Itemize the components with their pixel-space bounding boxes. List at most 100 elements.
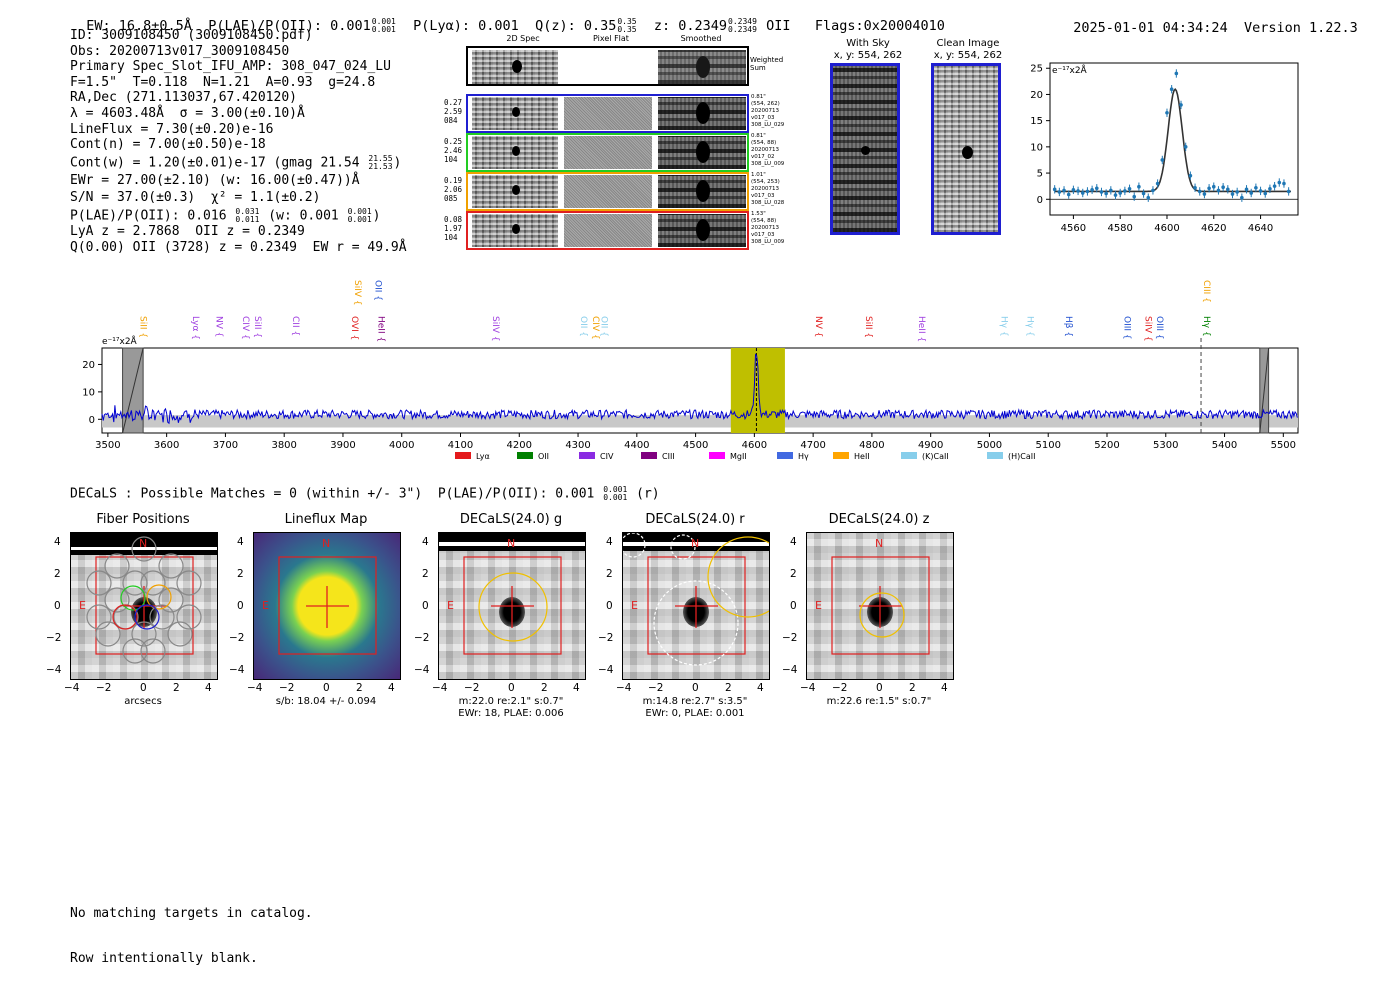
info-fit: F=1.5" T=0.118 N=1.21 A=0.93 g=24.8 bbox=[70, 74, 376, 90]
emission-line-label: OII { bbox=[578, 316, 588, 337]
data-point bbox=[1230, 192, 1235, 196]
panel-title: DECaLS(24.0) z bbox=[828, 512, 930, 527]
source-blob bbox=[512, 224, 520, 234]
east-label: E bbox=[262, 599, 269, 612]
x-tick-label: 4600 bbox=[742, 440, 767, 451]
cutout-row-stats: 0.27 2.59 084 bbox=[444, 98, 462, 125]
cutout-meta: (554, 253) bbox=[751, 179, 780, 185]
x-tick-label: 4900 bbox=[918, 440, 943, 451]
mask-hatch bbox=[1259, 347, 1270, 434]
qz-lo: 0.35 bbox=[617, 25, 637, 34]
data-point bbox=[1216, 188, 1221, 193]
north-label: N bbox=[507, 537, 516, 550]
legend-entry: CIV bbox=[579, 452, 614, 461]
plae-w-lo: 0.001 bbox=[347, 215, 372, 225]
data-point bbox=[1057, 190, 1062, 194]
emission-line-label: SiII { bbox=[137, 316, 147, 338]
panel-frame: N E bbox=[70, 532, 218, 680]
data-point bbox=[1137, 184, 1141, 189]
legend-label: CIII bbox=[662, 452, 675, 461]
x-tick: 2 bbox=[909, 682, 916, 694]
header-bar: EW: 16.8±0.5Å P(LAE)/P(OII): 0.001 0.001 0… bbox=[70, 2, 945, 35]
ew-value: EW: 16.8±0.5Å bbox=[86, 18, 192, 34]
legend-swatch bbox=[833, 452, 849, 459]
x-tick-labels: −4 −2 0 2 4 bbox=[247, 682, 399, 696]
cutout-flat bbox=[564, 97, 652, 130]
cutout-meta: v017_02 bbox=[751, 154, 775, 160]
legend-entry: Hγ bbox=[777, 452, 809, 461]
legend-swatch bbox=[641, 452, 657, 459]
emission-line-label: OIII { bbox=[1154, 316, 1164, 340]
info-sn: S/N = 37.0(±0.3) χ² = 1.1(±0.2) bbox=[70, 190, 321, 206]
emission-line-label: HeII { bbox=[916, 316, 926, 342]
plae-text: P(LAE)/P(OII): 0.016 bbox=[70, 208, 227, 224]
cutout-smoothed bbox=[658, 214, 746, 247]
weighted-label: Weighted Sum bbox=[750, 56, 784, 72]
x-tick-label: 4620 bbox=[1201, 223, 1226, 234]
x-tick: 2 bbox=[541, 682, 548, 694]
panel-caption-2: EWr: 0, PLAE: 0.001 bbox=[645, 708, 745, 719]
legend-swatch bbox=[455, 452, 471, 459]
x-tick: −4 bbox=[432, 682, 448, 694]
cutout-row-meta: 0.81" (554, 262) 20200713 v017_03 308_LU_029 bbox=[751, 94, 784, 129]
data-point bbox=[1207, 186, 1211, 191]
x-tick-labels: −4 −2 0 2 4 bbox=[432, 682, 584, 696]
cutout-stat: 0.08 bbox=[444, 215, 463, 224]
legend-entry: MgII bbox=[709, 452, 747, 461]
legend-swatch bbox=[517, 452, 533, 459]
decals-heading: DECaLS : Possible Matches = 0 (within +/… bbox=[70, 486, 660, 502]
x-tick-label: 5100 bbox=[1035, 440, 1060, 451]
y-tick-label: 0 bbox=[1037, 195, 1043, 206]
cutout-row bbox=[466, 133, 749, 172]
x-tick: 4 bbox=[205, 682, 212, 694]
data-point bbox=[1221, 185, 1225, 190]
plae-w-hi: 0.001 bbox=[347, 207, 372, 217]
y-tick-label: 10 bbox=[82, 387, 95, 398]
data-point bbox=[1160, 158, 1165, 162]
data-point bbox=[1193, 185, 1197, 190]
clean-image bbox=[931, 63, 1001, 235]
emission-line-label: SiII { bbox=[252, 316, 262, 338]
z-hi: 0.2349 bbox=[728, 17, 757, 26]
x-tick-label: 4100 bbox=[448, 440, 473, 451]
north-label: N bbox=[875, 537, 884, 550]
info-plae: P(LAE)/P(OII): 0.016 0.031 0.011 (w: 0.00… bbox=[70, 208, 407, 224]
clean-xy: x, y: 554, 262 bbox=[933, 50, 1003, 61]
data-point bbox=[1071, 188, 1076, 192]
with-sky-title: With Sky bbox=[846, 38, 890, 49]
emission-line-label: OIII { bbox=[1122, 316, 1132, 340]
data-point bbox=[1076, 189, 1080, 193]
x-tick-label: 4300 bbox=[565, 440, 590, 451]
clean-image-header: Clean Image x, y: 554, 262 bbox=[922, 38, 1014, 62]
cutout-row-meta: 1.53" (554, 88) 20200713 v017_03 308_LU_009 bbox=[751, 211, 784, 246]
panel-caption: m:22.0 re:2.1" s:0.7" EWr: 18, PLAE: 0.0… bbox=[428, 696, 594, 720]
info-block: ID: 3009108450 (3009108450.pdf) Obs: 202… bbox=[70, 28, 407, 255]
north-label: N bbox=[691, 537, 700, 550]
data-point bbox=[1165, 110, 1169, 115]
strip-line bbox=[623, 542, 769, 546]
cutout-stat: 2.06 bbox=[444, 185, 463, 194]
data-point bbox=[1151, 188, 1155, 193]
panel-caption-1: m:22.6 re:1.5" s:0.7" bbox=[826, 696, 932, 707]
footer-line-1: No matching targets in catalog. bbox=[70, 906, 313, 921]
panel-caption-2: EWr: 18, PLAE: 0.006 bbox=[458, 708, 564, 719]
z-value: z: 0.2349 bbox=[653, 18, 728, 34]
panel-title: DECaLS(24.0) g bbox=[459, 512, 563, 527]
cutout-stat: 0.25 bbox=[444, 137, 463, 146]
data-point bbox=[1211, 184, 1216, 189]
legend-label: CIV bbox=[600, 452, 614, 461]
legend-swatch bbox=[579, 452, 595, 459]
z-lo: 0.2349 bbox=[728, 25, 757, 34]
cutout-meta: 20200713 bbox=[751, 108, 779, 114]
legend-swatch bbox=[777, 452, 793, 459]
decals-panel: DECaLS(24.0) g N E 4 2 0 −2 −4 −4 −2 0 bbox=[414, 510, 618, 725]
cutout-2d bbox=[472, 136, 558, 169]
cutout-row bbox=[466, 94, 749, 133]
weighted-sum-row bbox=[466, 46, 749, 86]
source-blob bbox=[962, 146, 973, 159]
panel-caption: s/b: 18.04 +/- 0.094 bbox=[243, 696, 409, 708]
data-point bbox=[1132, 194, 1137, 199]
data-point bbox=[1113, 193, 1118, 197]
x-tick: −4 bbox=[247, 682, 263, 694]
data-point bbox=[1118, 191, 1122, 195]
